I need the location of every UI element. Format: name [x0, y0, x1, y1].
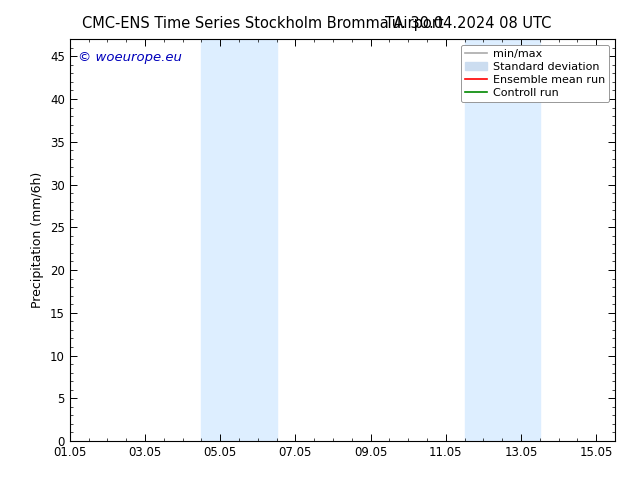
Y-axis label: Precipitation (mm/6h): Precipitation (mm/6h) — [32, 172, 44, 308]
Text: CMC-ENS Time Series Stockholm Bromma Airport: CMC-ENS Time Series Stockholm Bromma Air… — [82, 16, 444, 31]
Bar — [202, 39, 276, 441]
Text: Tu. 30.04.2024 08 UTC: Tu. 30.04.2024 08 UTC — [385, 16, 552, 31]
Text: © woeurope.eu: © woeurope.eu — [78, 51, 182, 64]
Legend: min/max, Standard deviation, Ensemble mean run, Controll run: min/max, Standard deviation, Ensemble me… — [460, 45, 609, 102]
Bar — [465, 39, 540, 441]
